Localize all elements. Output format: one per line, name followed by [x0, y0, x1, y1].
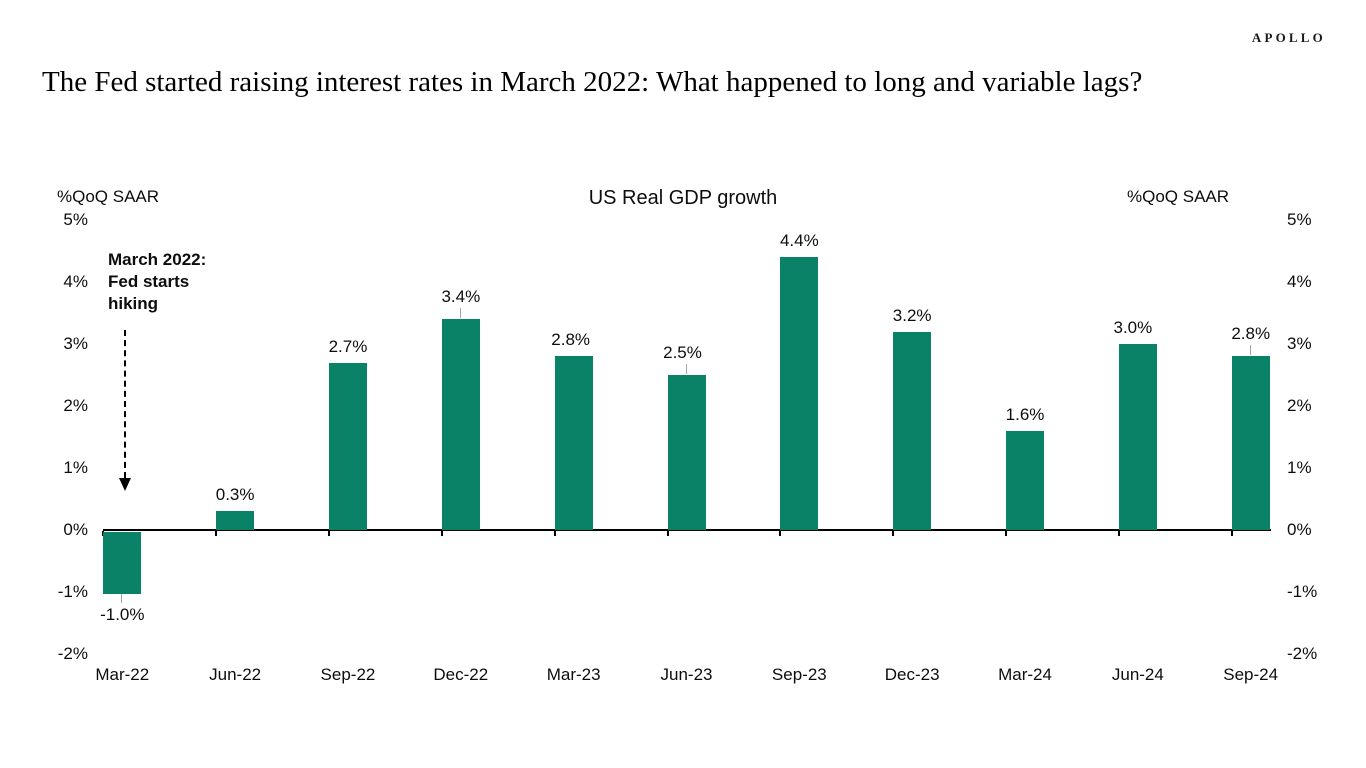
- bar-jun-22: [216, 511, 255, 530]
- x-axis-tick: [1117, 531, 1120, 536]
- bar-mar-24: [1006, 430, 1045, 530]
- x-axis-tick: [1230, 531, 1233, 536]
- annotation-text-line: Fed starts: [108, 272, 190, 291]
- data-label-dec-22: 3.4%: [441, 287, 481, 307]
- x-axis-label-dec-22: Dec-22: [433, 665, 489, 684]
- y-axis-label-left: 4%: [63, 272, 88, 291]
- x-axis-label-jun-23: Jun-23: [660, 665, 713, 684]
- bar-mar-23: [554, 356, 593, 530]
- x-axis-tick: [327, 531, 330, 536]
- page-title: The Fed started raising interest rates i…: [42, 66, 1143, 98]
- bar-jun-24: [1118, 344, 1157, 530]
- y-axis-label-right: -1%: [1287, 582, 1318, 601]
- x-axis-label-jun-24: Jun-24: [1111, 665, 1164, 684]
- x-axis-label-sep-22: Sep-22: [320, 665, 376, 684]
- apollo-logo: APOLLO: [1251, 30, 1326, 45]
- y-axis-label-left: 3%: [63, 334, 88, 353]
- data-label-sep-23: 4.4%: [779, 231, 819, 251]
- annotation-march-2022: March 2022: Fed starts hiking: [108, 249, 206, 315]
- data-label-sep-24: 2.8%: [1231, 324, 1271, 344]
- y-axis-label-left: 0%: [63, 520, 88, 539]
- data-label-leader-line: [685, 364, 687, 374]
- bar-sep-22: [328, 362, 367, 530]
- y-axis-label-left: 1%: [63, 458, 88, 477]
- bar-jun-23: [667, 375, 706, 530]
- x-axis-label-sep-24: Sep-24: [1223, 665, 1279, 684]
- data-label-sep-22: 2.7%: [328, 336, 368, 356]
- y-axis-label-right: 4%: [1287, 272, 1312, 291]
- x-axis-tick: [553, 531, 556, 536]
- annotation-text-line: hiking: [108, 294, 159, 313]
- y-axis-label-right: 3%: [1287, 334, 1312, 353]
- chart-title: US Real GDP growth: [588, 187, 778, 209]
- x-axis-label-mar-24: Mar-24: [998, 665, 1052, 684]
- bar-dec-23: [893, 331, 932, 530]
- data-label-leader-line: [459, 308, 461, 319]
- y-axis-label-right: 2%: [1287, 396, 1312, 415]
- data-label-leader-line: [1249, 345, 1251, 356]
- y-axis-label-right: 1%: [1287, 458, 1312, 477]
- data-label-mar-23: 2.8%: [551, 330, 591, 350]
- x-axis-tick: [1005, 531, 1008, 536]
- y-axis-label-right: -2%: [1287, 644, 1318, 663]
- x-axis-line: [103, 529, 1271, 531]
- data-label-mar-22: -1.0%: [100, 605, 145, 624]
- y-axis-label-left: 2%: [63, 396, 88, 415]
- x-axis-tick: [779, 531, 782, 536]
- y-axis-label-right: 5%: [1287, 210, 1312, 229]
- bar-sep-24: [1231, 356, 1270, 530]
- x-axis-label-jun-22: Jun-22: [209, 665, 262, 684]
- data-label-dec-23: 3.2%: [892, 305, 932, 325]
- x-axis-label-sep-23: Sep-23: [771, 665, 827, 684]
- data-label-mar-24: 1.6%: [1005, 404, 1045, 424]
- y-axis-label-left: 5%: [63, 210, 88, 229]
- x-axis-label-mar-23: Mar-23: [546, 665, 601, 684]
- bar-sep-23: [780, 257, 819, 530]
- annotation-arrow-head-icon: [119, 478, 131, 491]
- y-axis-unit-left: %QoQ SAAR: [57, 187, 160, 206]
- x-axis-label-mar-22: Mar-22: [95, 665, 150, 684]
- y-axis-label-left: -2%: [57, 644, 88, 663]
- data-label-jun-24: 3.0%: [1113, 318, 1153, 337]
- annotation-text-line: March 2022:: [108, 250, 207, 269]
- x-axis-tick: [215, 531, 218, 536]
- y-axis-unit-right: %QoQ SAAR: [1127, 187, 1230, 206]
- y-axis-label-left: -1%: [57, 582, 88, 601]
- bar-dec-22: [441, 319, 480, 530]
- x-axis-tick: [892, 531, 895, 536]
- data-label-jun-23: 2.5%: [663, 343, 702, 362]
- data-label-leader-line: [121, 594, 123, 603]
- annotation-arrow-line: [124, 330, 126, 478]
- y-axis-label-right: 0%: [1287, 520, 1312, 539]
- bar-mar-22: [103, 532, 142, 594]
- x-axis-label-dec-23: Dec-23: [884, 665, 940, 684]
- x-axis-tick: [666, 531, 669, 536]
- data-label-jun-22: 0.3%: [215, 485, 255, 505]
- x-axis-tick: [440, 531, 443, 536]
